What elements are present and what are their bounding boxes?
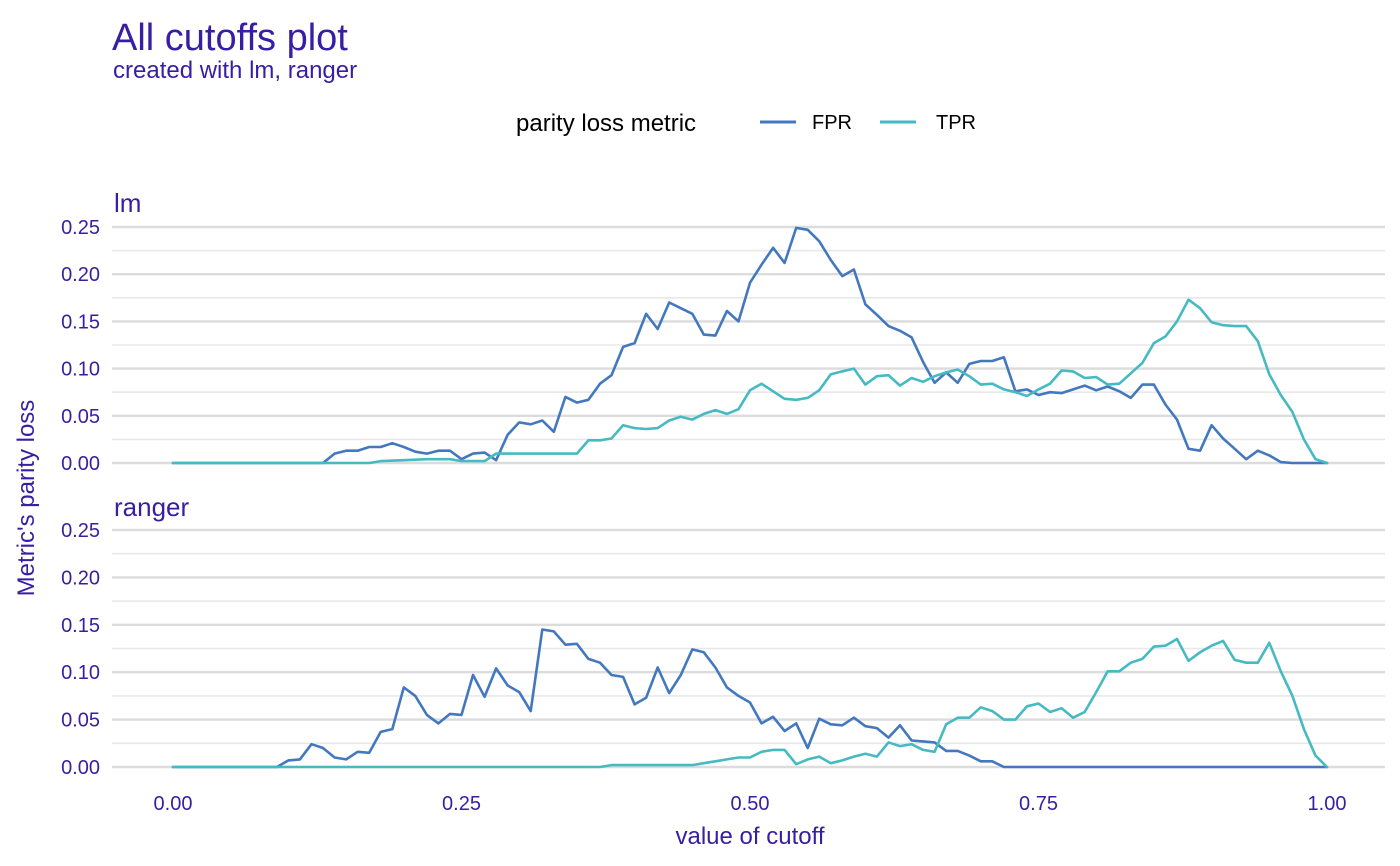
x-tick-label: 1.00 [1308,793,1347,815]
y-tick-label: 0.20 [61,264,100,286]
x-tick-label: 0.75 [1019,793,1058,815]
legend: parity loss metric FPR TPR [516,110,976,137]
y-tick-label: 0.25 [61,520,100,542]
series-line-tpr-lm [171,298,1329,465]
panel-ranger: 0.00 0.05 0.10 0.15 0.20 0.25 [61,520,1385,779]
legend-title: parity loss metric [516,110,696,137]
panel-label-lm: lm [114,188,141,218]
legend-label-tpr: TPR [936,112,976,134]
y-tick-label: 0.15 [61,311,100,333]
y-tick-label: 0.00 [61,757,100,779]
x-axis: 0.00 0.25 0.50 0.75 1.00 [154,793,1347,815]
y-axis-title: Metric's parity loss [13,400,40,597]
x-axis-title: value of cutoff [676,823,825,850]
y-tick-label: 0.00 [61,453,100,475]
chart-subtitle: created with lm, ranger [113,57,357,84]
x-tick-label: 0.25 [442,793,481,815]
series-line-tpr-ranger [171,637,1329,769]
y-tick-label: 0.15 [61,615,100,637]
y-tick-label: 0.20 [61,567,100,589]
y-tick-label: 0.25 [61,217,100,239]
chart-title: All cutoffs plot [112,17,348,59]
y-tick-label: 0.05 [61,710,100,732]
x-tick-label: 0.50 [731,793,770,815]
x-tick-label: 0.00 [154,793,193,815]
panel-label-ranger: ranger [114,492,189,522]
series-line-fpr-ranger [171,628,1329,769]
y-tick-label: 0.05 [61,406,100,428]
y-tick-label: 0.10 [61,359,100,381]
series-line-fpr-lm [171,226,1329,465]
y-tick-label: 0.10 [61,662,100,684]
legend-label-fpr: FPR [812,112,852,134]
panel-lm: 0.00 0.05 0.10 0.15 0.20 0.25 [61,217,1385,475]
